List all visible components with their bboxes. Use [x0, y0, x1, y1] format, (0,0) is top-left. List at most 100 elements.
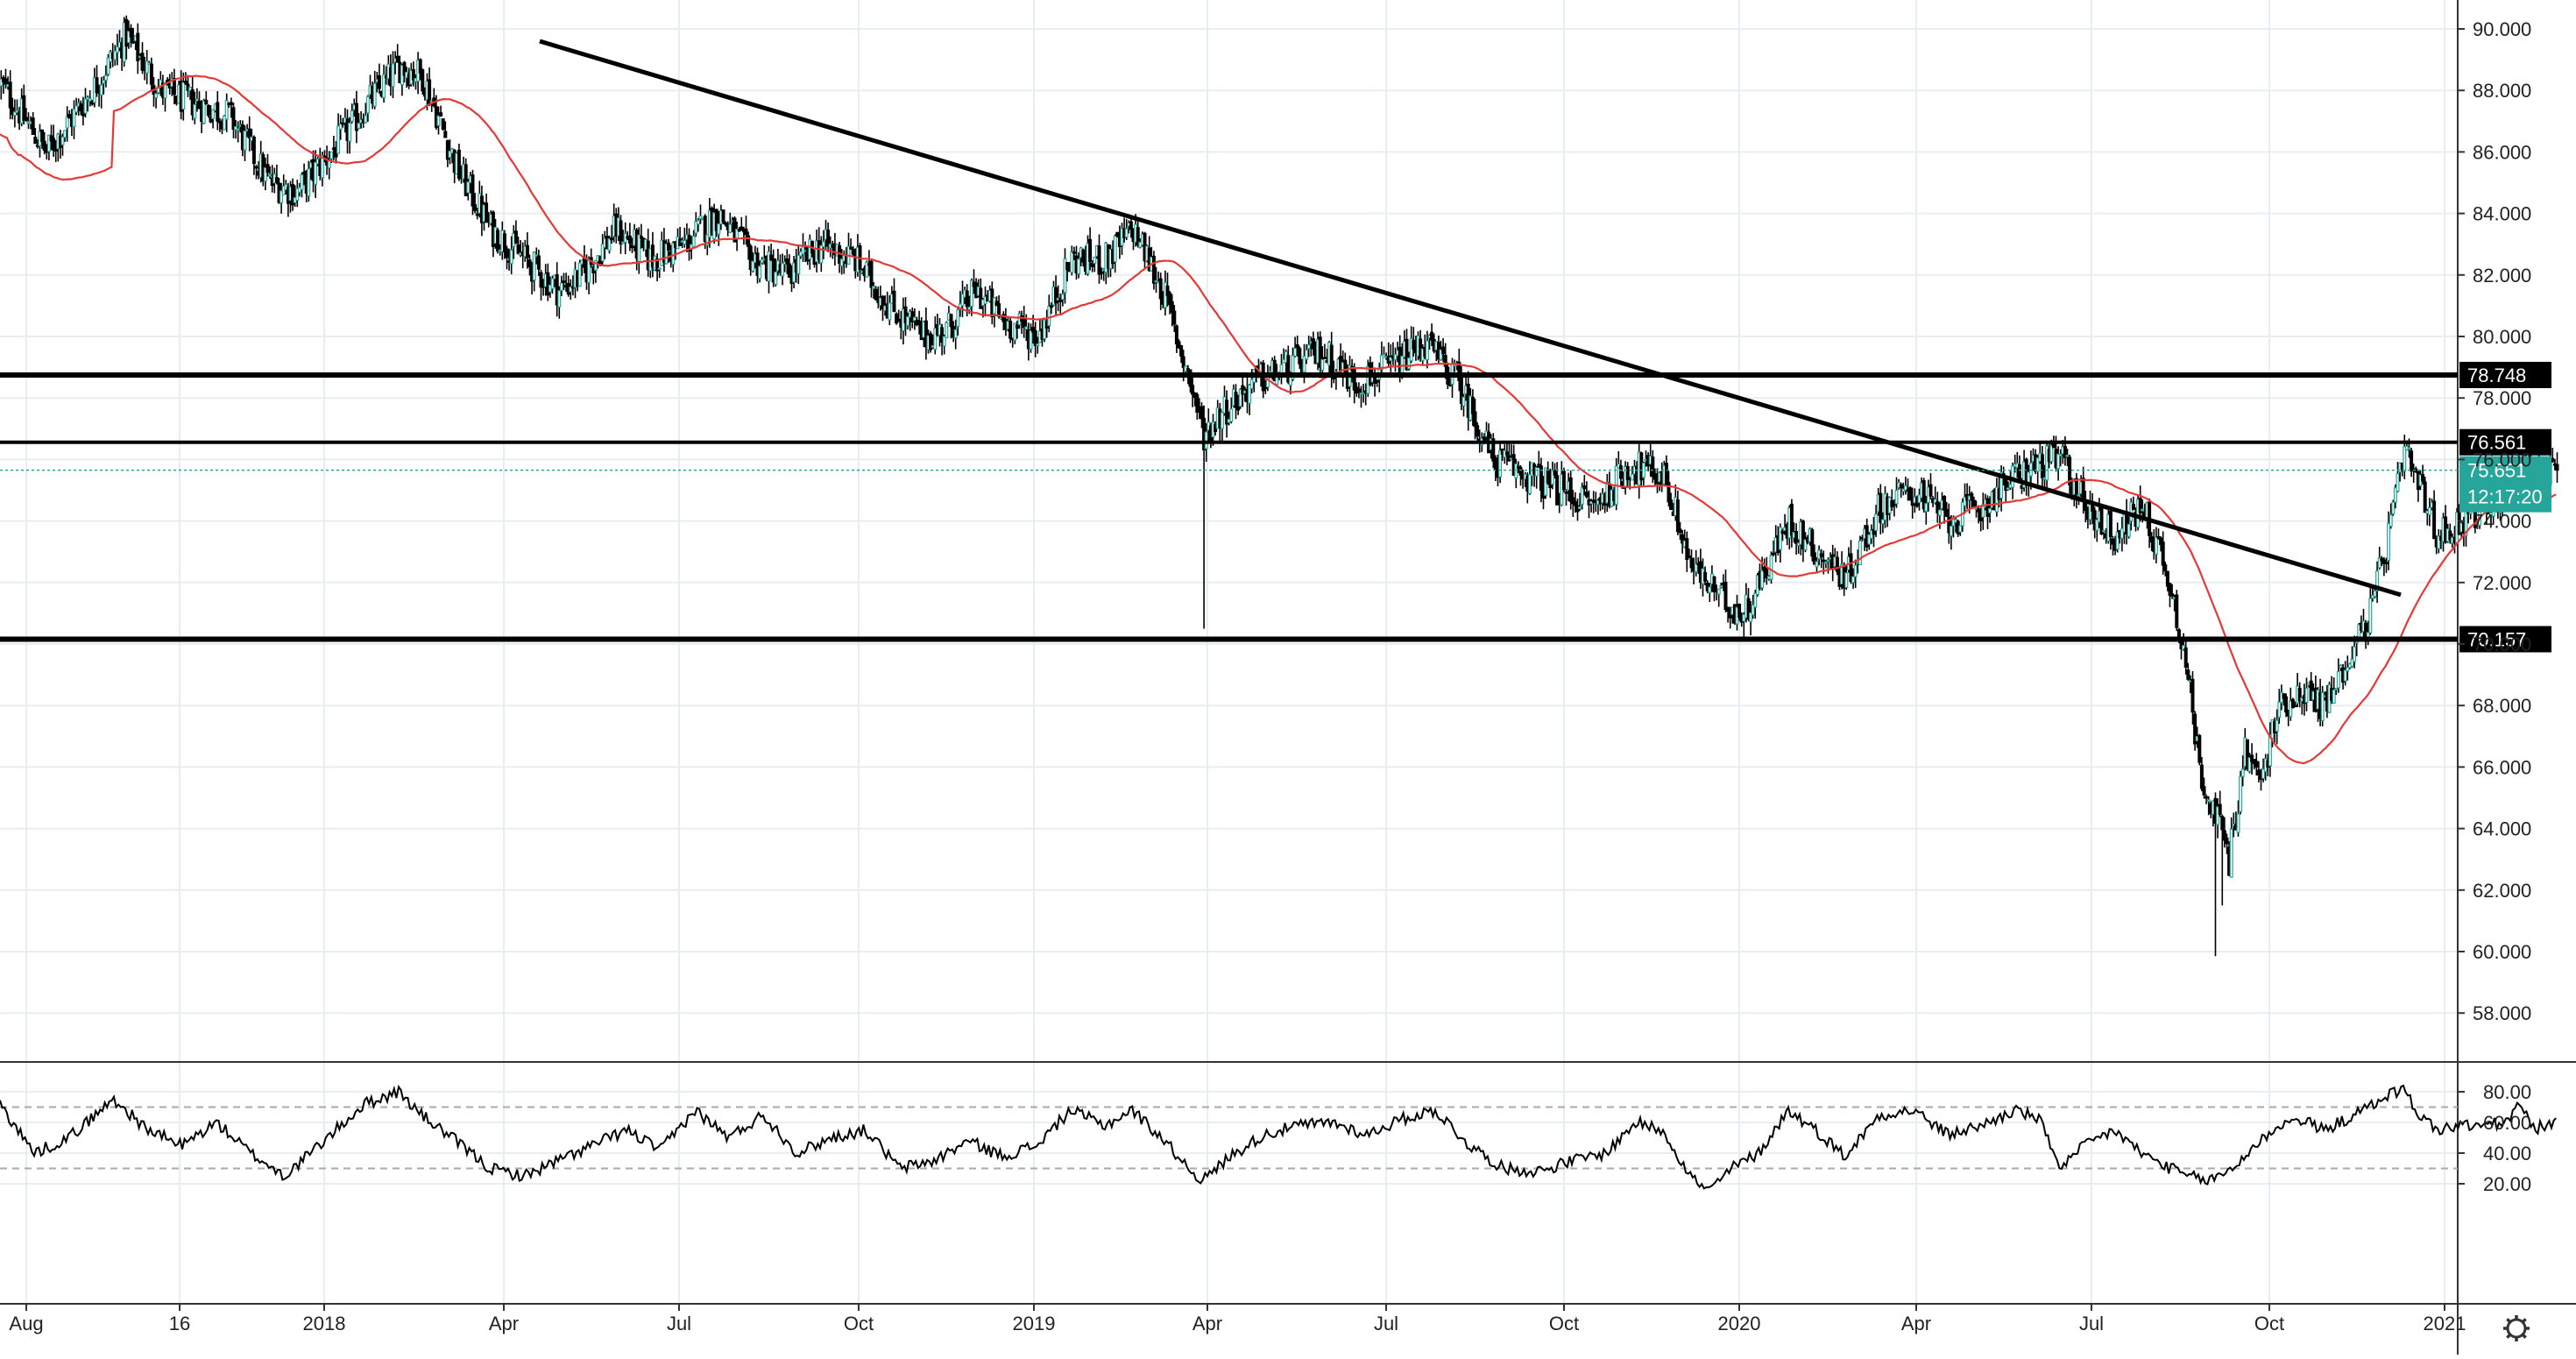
- candle-body: [696, 220, 700, 225]
- candle-body: [1555, 475, 1560, 506]
- candle-body: [1689, 557, 1694, 569]
- candle-body: [1534, 466, 1539, 477]
- candle-body: [869, 260, 874, 288]
- candle-body: [46, 134, 51, 152]
- candle: [2240, 755, 2245, 787]
- candle: [52, 124, 56, 158]
- candle: [464, 158, 468, 197]
- candle-body: [2168, 583, 2172, 596]
- candle: [737, 227, 741, 232]
- candle: [1908, 486, 1913, 501]
- candle-body: [31, 117, 35, 135]
- candle-body: [1476, 425, 1480, 437]
- candle: [2427, 498, 2431, 527]
- candle: [63, 130, 67, 142]
- candle-body: [2407, 447, 2411, 450]
- level-tag: [2459, 626, 2551, 653]
- candle-body: [1457, 361, 1461, 382]
- y-tick-label: 84.000: [2473, 203, 2531, 225]
- candle: [559, 275, 563, 296]
- candle-body: [1872, 528, 1876, 535]
- y-tick-label: 74.000: [2473, 511, 2531, 533]
- candle: [655, 253, 660, 282]
- candle: [2247, 753, 2252, 774]
- candle: [888, 295, 892, 326]
- candle: [1564, 489, 1568, 506]
- candle-body: [577, 262, 582, 287]
- candle: [2261, 758, 2266, 782]
- candle: [2339, 664, 2343, 671]
- candle: [2035, 454, 2040, 485]
- candle-body: [1430, 331, 1434, 341]
- candle-body: [1165, 285, 1170, 297]
- candle: [1229, 397, 1234, 424]
- candle-body: [1988, 507, 1992, 513]
- candle-body: [443, 131, 448, 138]
- candle: [2074, 472, 2078, 509]
- candle: [2293, 701, 2297, 708]
- candle-body: [1618, 465, 1623, 479]
- candle: [2350, 646, 2354, 669]
- candle-body: [960, 294, 965, 307]
- candle-body: [956, 309, 960, 328]
- last-price-tag: [2459, 456, 2551, 513]
- candle-body: [1981, 504, 1985, 518]
- candle-body: [336, 125, 341, 154]
- candle: [696, 217, 700, 232]
- candle-body: [1681, 534, 1685, 544]
- candle: [1088, 227, 1093, 271]
- candle-body: [1015, 324, 1019, 329]
- gear-tooth: [2521, 1318, 2527, 1324]
- candle-body: [1708, 586, 1712, 593]
- candle: [627, 223, 632, 251]
- gear-tooth: [2506, 1333, 2512, 1339]
- candle: [1712, 575, 1716, 602]
- candle: [357, 112, 361, 130]
- candle-body: [341, 122, 345, 125]
- candle: [505, 245, 509, 270]
- candle-body: [65, 117, 69, 129]
- candle: [411, 61, 415, 87]
- candle: [1174, 324, 1178, 353]
- candle-body: [2154, 536, 2158, 555]
- candle: [2125, 499, 2129, 545]
- candle-body: [2131, 504, 2135, 511]
- candle-body: [243, 130, 247, 151]
- candle: [354, 90, 358, 144]
- candle-body: [705, 234, 710, 246]
- candle: [211, 109, 216, 129]
- candle-body: [1172, 310, 1177, 325]
- candle: [1386, 342, 1391, 368]
- candle: [1022, 305, 1026, 338]
- level-label: 70.157: [2467, 628, 2526, 650]
- candle-body: [172, 78, 176, 96]
- candle-body: [1669, 499, 1674, 511]
- candle-body: [637, 234, 641, 263]
- candle: [1461, 393, 1466, 417]
- candle-body: [1124, 228, 1129, 238]
- candle-body: [557, 290, 562, 308]
- candle-body: [145, 60, 149, 74]
- candle: [1687, 548, 1691, 559]
- candle-body: [1031, 327, 1036, 333]
- candle-body: [546, 272, 550, 296]
- candle: [2304, 677, 2309, 711]
- candle: [83, 88, 88, 118]
- candle: [1136, 220, 1140, 248]
- moving-average-line: [0, 74, 2557, 765]
- candle-body: [2183, 647, 2188, 668]
- candle-body: [1054, 287, 1058, 304]
- candle-body: [496, 230, 500, 252]
- candle-body: [2343, 669, 2347, 682]
- candle-body: [354, 103, 358, 131]
- candle-body: [391, 63, 395, 88]
- candle: [2284, 693, 2289, 718]
- candle: [1081, 248, 1086, 267]
- candle-body: [1177, 341, 1181, 349]
- gear-icon[interactable]: [2503, 1315, 2530, 1341]
- candle-body: [787, 263, 791, 279]
- candle: [557, 286, 562, 319]
- candle: [838, 242, 842, 273]
